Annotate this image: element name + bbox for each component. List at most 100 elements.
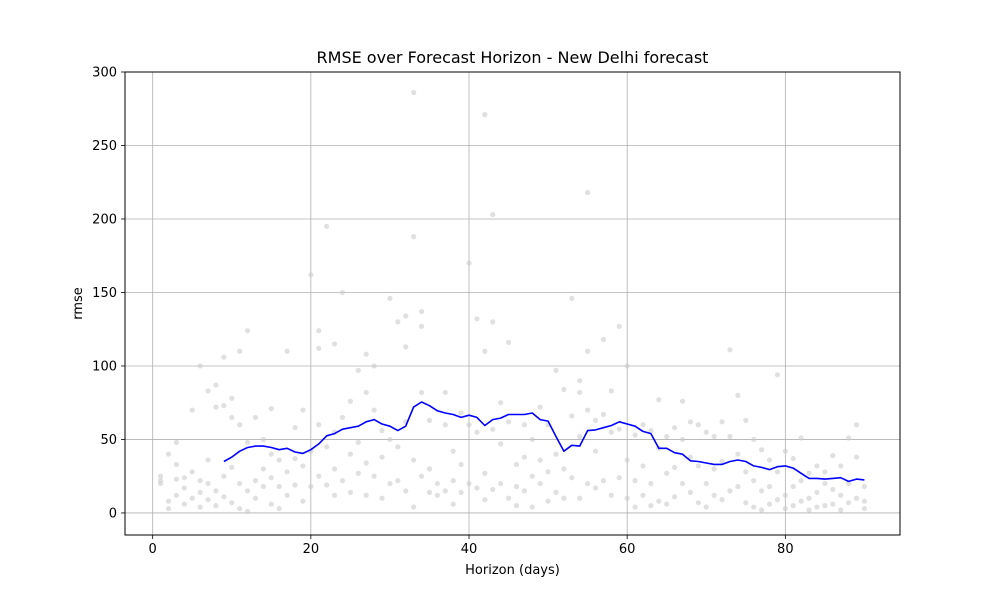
scatter-point [664,501,670,507]
scatter-point [173,476,180,482]
scatter-point [711,492,717,498]
scatter-point [727,433,733,440]
scatter-point [181,475,187,481]
scatter-point [774,372,781,378]
scatter-point [505,495,512,501]
scatter-point [363,351,369,357]
y-tick-label: 0 [109,506,117,521]
scatter-point [244,488,251,494]
scatter-point [450,478,456,484]
scatter-point [474,485,480,491]
scatter-point [331,492,338,498]
scatter-point [759,447,765,453]
scatter-point [205,497,211,503]
scatter-point [774,469,781,475]
scatter-point [260,483,266,490]
scatter-point [181,501,187,507]
scatter-point [284,348,290,354]
scatter-point [790,483,796,490]
scatter-point [743,500,749,506]
scatter-point [822,503,828,509]
scatter-point [592,485,599,491]
scatter-point [260,466,266,472]
x-tick-label: 0 [149,542,157,557]
scatter-point [553,367,559,373]
scatter-point [363,460,369,466]
scatter-point [482,497,488,503]
chart-title: RMSE over Forecast Horizon - New Delhi f… [317,48,709,67]
scatter-point [284,492,290,498]
scatter-point [679,480,686,487]
scatter-point [838,507,844,513]
scatter-point [838,492,844,498]
scatter-point [790,503,796,509]
scatter-point [157,480,164,487]
scatter-point [830,486,836,493]
scatter-point [355,470,361,476]
x-axis-label: Horizon (days) [465,563,560,578]
scatter-point [316,473,322,479]
scatter-point [292,425,298,431]
scatter-point [355,439,361,445]
scatter-point [260,436,266,443]
scatter-point [276,483,282,490]
scatter-point [229,500,235,506]
scatter-point [229,395,235,401]
scatter-point [798,498,804,504]
scatter-point [624,495,630,501]
scatter-point [537,457,543,463]
y-tick-label: 50 [100,433,117,448]
scatter-point [205,388,211,394]
scatter-point [585,189,591,196]
scatter-point [759,507,765,513]
scatter-point [268,451,274,457]
scatter-point [822,480,828,487]
scatter-point [466,260,472,266]
scatter-point [743,469,749,475]
y-tick-label: 300 [92,66,117,81]
scatter-point [782,505,788,512]
scatter-point [624,363,630,369]
scatter-point [838,463,844,469]
scatter-point [845,500,852,506]
scatter-point [845,435,852,441]
scatter-point [276,505,282,512]
scatter-point [252,478,259,484]
scatter-point [173,492,180,498]
scatter-point [537,404,543,410]
scatter-point [537,480,543,487]
scatter-point [687,454,694,460]
scatter-point [474,429,480,435]
scatter-point [244,508,251,515]
scatter-point [339,414,346,421]
line-layer [223,401,865,483]
scatter-point [387,436,393,443]
scatter-point [450,501,456,507]
scatter-point [229,414,235,421]
scatter-point [735,483,741,490]
scatter-point [577,378,583,384]
scatter-point [529,504,535,510]
scatter-point [347,489,353,495]
scatter-point [237,422,243,428]
scatter-point [664,470,670,476]
scatter-point [363,389,369,396]
scatter-point [703,504,709,510]
scatter-point [252,414,259,421]
scatter-point [592,448,599,454]
scatter-point [324,223,330,229]
y-tick-label: 250 [92,139,117,154]
scatter-point [165,498,172,504]
scatter-point [197,478,203,484]
scatter-point [173,461,180,468]
scatter-point [505,419,512,425]
scatter-point [585,480,591,487]
scatter-point [695,463,701,469]
scatter-point [379,428,385,434]
scatter-point [553,489,559,495]
scatter-point [173,439,180,445]
scatter-point [221,354,227,360]
scatter-point [197,489,203,495]
scatter-point [482,348,488,354]
scatter-point [403,344,409,350]
